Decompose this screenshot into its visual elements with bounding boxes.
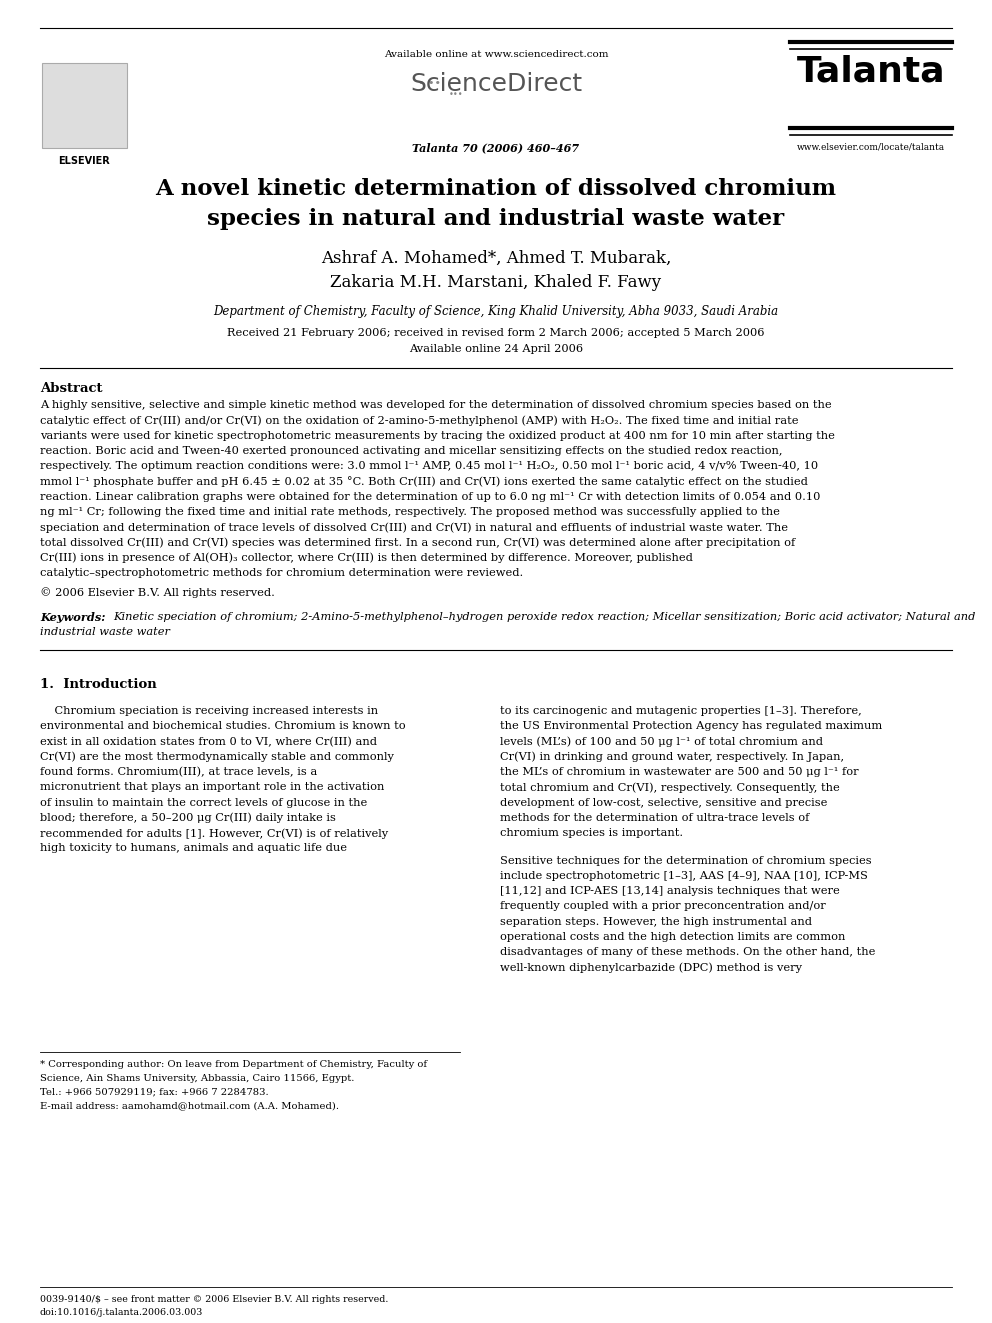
- Text: 0039-9140/$ – see front matter © 2006 Elsevier B.V. All rights reserved.: 0039-9140/$ – see front matter © 2006 El…: [40, 1295, 389, 1304]
- Text: www.elsevier.com/locate/talanta: www.elsevier.com/locate/talanta: [797, 143, 945, 152]
- Text: methods for the determination of ultra-trace levels of: methods for the determination of ultra-t…: [500, 812, 809, 823]
- Text: reaction. Boric acid and Tween-40 exerted pronounced activating and micellar sen: reaction. Boric acid and Tween-40 exerte…: [40, 446, 783, 456]
- Text: Available online at www.sciencedirect.com: Available online at www.sciencedirect.co…: [384, 50, 608, 60]
- Text: high toxicity to humans, animals and aquatic life due: high toxicity to humans, animals and aqu…: [40, 844, 347, 853]
- Text: micronutrient that plays an important role in the activation: micronutrient that plays an important ro…: [40, 782, 384, 792]
- Text: Kinetic speciation of chromium; 2-Amino-5-methylphenol–hydrogen peroxide redox r: Kinetic speciation of chromium; 2-Amino-…: [113, 611, 975, 622]
- Text: industrial waste water: industrial waste water: [40, 627, 170, 638]
- Bar: [42, 64, 127, 148]
- Text: Talanta: Talanta: [797, 56, 945, 89]
- Text: Received 21 February 2006; received in revised form 2 March 2006; accepted 5 Mar: Received 21 February 2006; received in r…: [227, 328, 765, 337]
- Text: Talanta 70 (2006) 460–467: Talanta 70 (2006) 460–467: [413, 142, 579, 153]
- Text: catalytic effect of Cr(III) and/or Cr(VI) on the oxidation of 2-amino-5-methylph: catalytic effect of Cr(III) and/or Cr(VI…: [40, 415, 799, 426]
- Text: Department of Chemistry, Faculty of Science, King Khalid University, Abha 9033, : Department of Chemistry, Faculty of Scie…: [213, 306, 779, 318]
- Text: •••: •••: [448, 90, 463, 99]
- Text: disadvantages of many of these methods. On the other hand, the: disadvantages of many of these methods. …: [500, 947, 875, 958]
- Text: E-mail address: aamohamd@hotmail.com (A.A. Mohamed).: E-mail address: aamohamd@hotmail.com (A.…: [40, 1102, 339, 1111]
- Text: operational costs and the high detection limits are common: operational costs and the high detection…: [500, 931, 845, 942]
- Text: variants were used for kinetic spectrophotometric measurements by tracing the ox: variants were used for kinetic spectroph…: [40, 430, 835, 441]
- Text: recommended for adults [1]. However, Cr(VI) is of relatively: recommended for adults [1]. However, Cr(…: [40, 828, 388, 839]
- Text: speciation and determination of trace levels of dissolved Cr(III) and Cr(VI) in : speciation and determination of trace le…: [40, 523, 788, 533]
- Text: 1.  Introduction: 1. Introduction: [40, 677, 157, 691]
- Text: respectively. The optimum reaction conditions were: 3.0 mmol l⁻¹ AMP, 0.45 mol l: respectively. The optimum reaction condi…: [40, 462, 818, 471]
- Text: include spectrophotometric [1–3], AAS [4–9], NAA [10], ICP-MS: include spectrophotometric [1–3], AAS [4…: [500, 871, 868, 881]
- Text: to its carcinogenic and mutagenic properties [1–3]. Therefore,: to its carcinogenic and mutagenic proper…: [500, 706, 862, 716]
- Text: frequently coupled with a prior preconcentration and/or: frequently coupled with a prior preconce…: [500, 901, 825, 912]
- Text: Cr(VI) in drinking and ground water, respectively. In Japan,: Cr(VI) in drinking and ground water, res…: [500, 751, 844, 762]
- Text: A highly sensitive, selective and simple kinetic method was developed for the de: A highly sensitive, selective and simple…: [40, 400, 831, 410]
- Text: Keywords:: Keywords:: [40, 611, 105, 623]
- Text: • ••: • ••: [419, 78, 441, 89]
- Text: Sensitive techniques for the determination of chromium species: Sensitive techniques for the determinati…: [500, 856, 872, 865]
- Text: Cr(VI) are the most thermodynamically stable and commonly: Cr(VI) are the most thermodynamically st…: [40, 751, 394, 762]
- Text: * Corresponding author: On leave from Department of Chemistry, Faculty of: * Corresponding author: On leave from De…: [40, 1060, 428, 1069]
- Text: Abstract: Abstract: [40, 382, 102, 396]
- Text: Available online 24 April 2006: Available online 24 April 2006: [409, 344, 583, 355]
- Text: environmental and biochemical studies. Chromium is known to: environmental and biochemical studies. C…: [40, 721, 406, 732]
- Text: blood; therefore, a 50–200 μg Cr(III) daily intake is: blood; therefore, a 50–200 μg Cr(III) da…: [40, 812, 336, 823]
- Text: the US Environmental Protection Agency has regulated maximum: the US Environmental Protection Agency h…: [500, 721, 882, 732]
- Text: Cr(III) ions in presence of Al(OH)₃ collector, where Cr(III) is then determined : Cr(III) ions in presence of Al(OH)₃ coll…: [40, 553, 692, 564]
- Text: © 2006 Elsevier B.V. All rights reserved.: © 2006 Elsevier B.V. All rights reserved…: [40, 587, 275, 598]
- Text: doi:10.1016/j.talanta.2006.03.003: doi:10.1016/j.talanta.2006.03.003: [40, 1308, 203, 1316]
- Text: levels (ML’s) of 100 and 50 μg l⁻¹ of total chromium and: levels (ML’s) of 100 and 50 μg l⁻¹ of to…: [500, 737, 823, 747]
- Text: separation steps. However, the high instrumental and: separation steps. However, the high inst…: [500, 917, 812, 927]
- Text: A novel kinetic determination of dissolved chromium
species in natural and indus: A novel kinetic determination of dissolv…: [156, 179, 836, 230]
- Text: Chromium speciation is receiving increased interests in: Chromium speciation is receiving increas…: [40, 706, 378, 716]
- Text: Ashraf A. Mohamed*, Ahmed T. Mubarak,
Zakaria M.H. Marstani, Khaled F. Fawy: Ashraf A. Mohamed*, Ahmed T. Mubarak, Za…: [320, 250, 672, 291]
- Text: total dissolved Cr(III) and Cr(VI) species was determined first. In a second run: total dissolved Cr(III) and Cr(VI) speci…: [40, 537, 796, 548]
- Text: ScienceDirect: ScienceDirect: [410, 71, 582, 97]
- Text: Tel.: +966 507929119; fax: +966 7 2284783.: Tel.: +966 507929119; fax: +966 7 228478…: [40, 1088, 269, 1097]
- Text: exist in all oxidation states from 0 to VI, where Cr(III) and: exist in all oxidation states from 0 to …: [40, 737, 377, 747]
- Text: development of low-cost, selective, sensitive and precise: development of low-cost, selective, sens…: [500, 798, 827, 807]
- Text: well-known diphenylcarbazide (DPC) method is very: well-known diphenylcarbazide (DPC) metho…: [500, 963, 802, 974]
- Text: the ML’s of chromium in wastewater are 500 and 50 μg l⁻¹ for: the ML’s of chromium in wastewater are 5…: [500, 767, 859, 777]
- Text: [11,12] and ICP-AES [13,14] analysis techniques that were: [11,12] and ICP-AES [13,14] analysis tec…: [500, 886, 840, 896]
- Text: catalytic–spectrophotometric methods for chromium determination were reviewed.: catalytic–spectrophotometric methods for…: [40, 568, 523, 578]
- Text: ELSEVIER: ELSEVIER: [59, 156, 110, 165]
- Text: Science, Ain Shams University, Abbassia, Cairo 11566, Egypt.: Science, Ain Shams University, Abbassia,…: [40, 1074, 354, 1084]
- Text: chromium species is important.: chromium species is important.: [500, 828, 683, 839]
- Text: mmol l⁻¹ phosphate buffer and pH 6.45 ± 0.02 at 35 °C. Both Cr(III) and Cr(VI) i: mmol l⁻¹ phosphate buffer and pH 6.45 ± …: [40, 476, 807, 487]
- Text: ng ml⁻¹ Cr; following the fixed time and initial rate methods, respectively. The: ng ml⁻¹ Cr; following the fixed time and…: [40, 507, 780, 517]
- Text: of insulin to maintain the correct levels of glucose in the: of insulin to maintain the correct level…: [40, 798, 367, 807]
- Text: reaction. Linear calibration graphs were obtained for the determination of up to: reaction. Linear calibration graphs were…: [40, 492, 820, 501]
- Text: found forms. Chromium(III), at trace levels, is a: found forms. Chromium(III), at trace lev…: [40, 767, 317, 778]
- Text: total chromium and Cr(VI), respectively. Consequently, the: total chromium and Cr(VI), respectively.…: [500, 782, 840, 792]
